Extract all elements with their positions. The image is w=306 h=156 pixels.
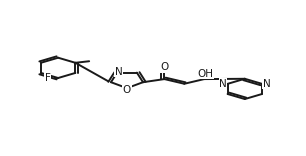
Text: N: N [219, 79, 227, 89]
Text: O: O [160, 62, 169, 72]
Text: OH: OH [198, 69, 214, 79]
Text: N: N [115, 67, 122, 77]
Text: N: N [263, 79, 271, 89]
Text: F: F [45, 73, 50, 83]
Text: O: O [123, 85, 131, 95]
